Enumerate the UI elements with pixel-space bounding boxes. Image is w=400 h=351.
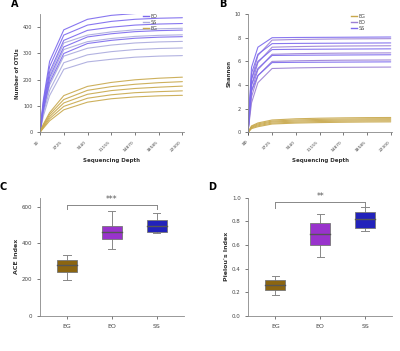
Bar: [265, 280, 285, 290]
Bar: [102, 226, 122, 239]
X-axis label: Sequencing Depth: Sequencing Depth: [83, 158, 140, 163]
Y-axis label: Shannon: Shannon: [227, 60, 232, 87]
Text: D: D: [208, 183, 216, 192]
X-axis label: Sequencing Depth: Sequencing Depth: [292, 158, 349, 163]
Text: C: C: [0, 183, 7, 192]
Text: B: B: [220, 0, 227, 9]
Legend: EO, SS, EG: EO, SS, EG: [143, 14, 157, 31]
Bar: [310, 223, 330, 245]
Text: A: A: [11, 0, 19, 9]
Y-axis label: ACE Index: ACE Index: [14, 239, 19, 274]
Bar: [355, 212, 375, 228]
Text: **: **: [316, 192, 324, 201]
Y-axis label: Number of OTUs: Number of OTUs: [15, 48, 20, 99]
Bar: [147, 220, 167, 232]
Text: ***: ***: [106, 195, 118, 204]
Legend: EG, EO, SS: EG, EO, SS: [351, 14, 366, 31]
Bar: [57, 260, 77, 272]
Y-axis label: Pielou's Index: Pielou's Index: [224, 232, 229, 282]
